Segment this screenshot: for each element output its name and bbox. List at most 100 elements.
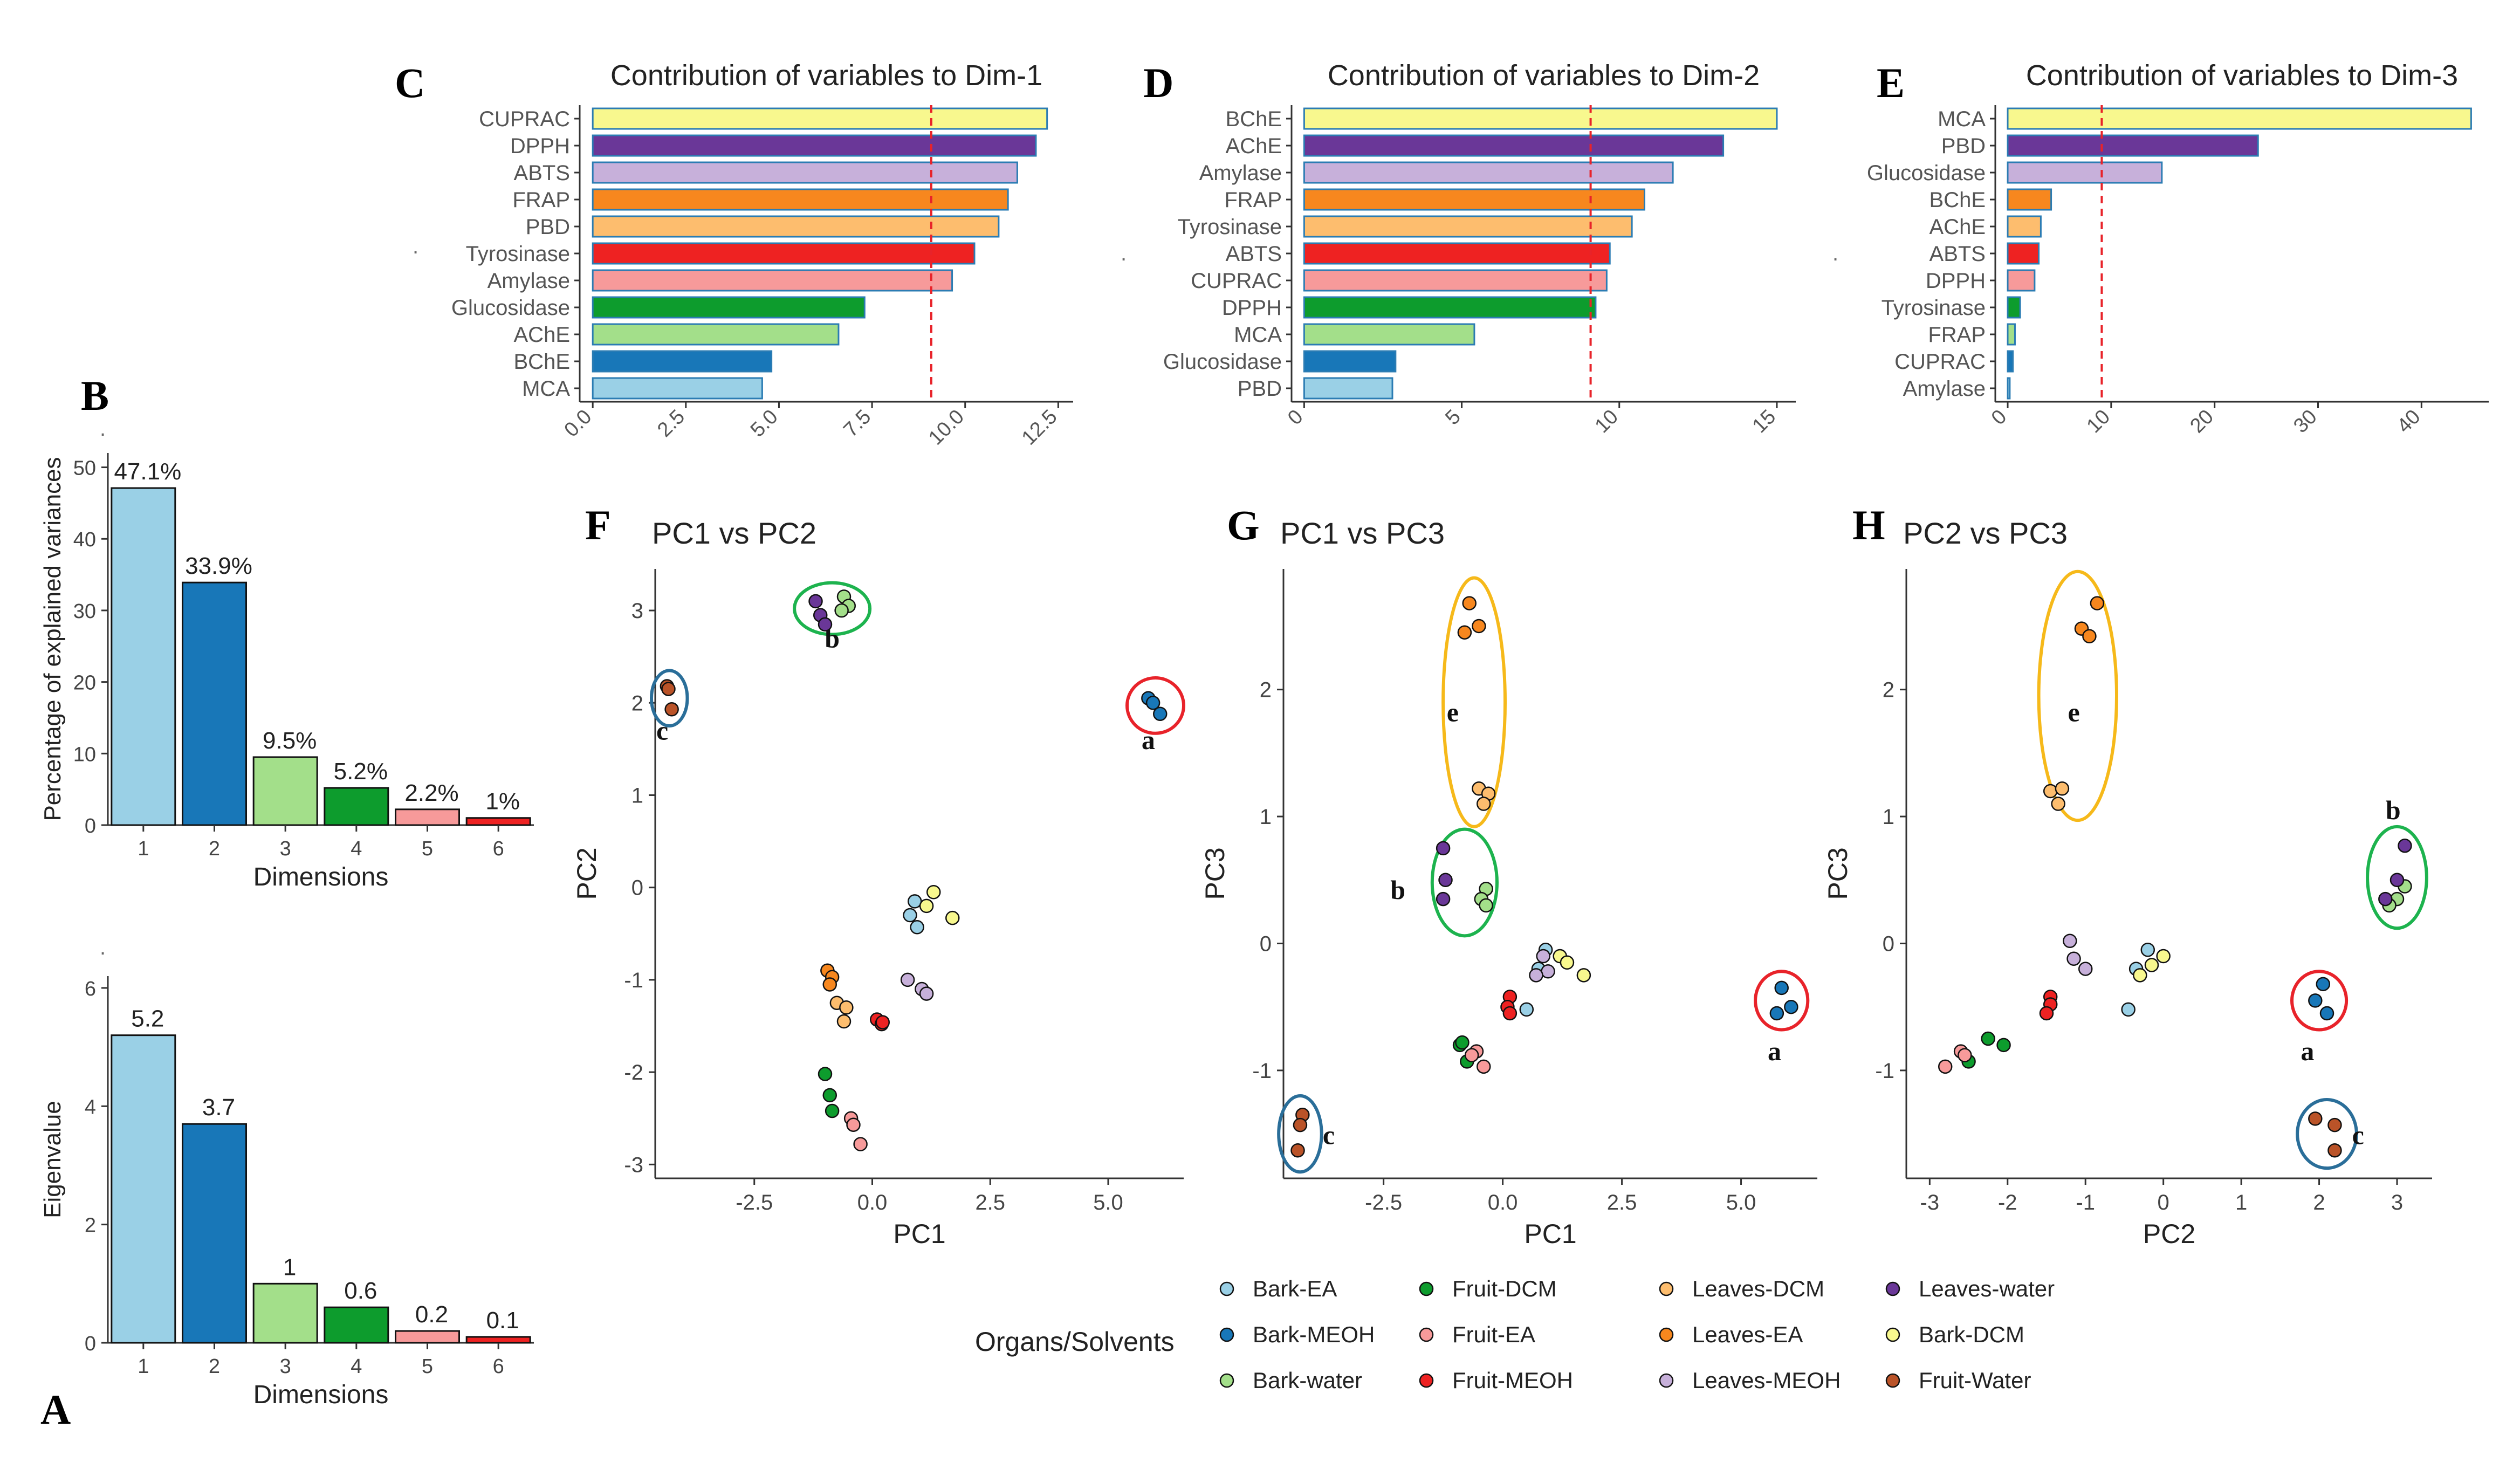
category-label: Tyrosinase xyxy=(466,242,570,266)
point-bark-meoh xyxy=(1774,980,1789,996)
panel-label-e: E xyxy=(1877,59,1905,106)
legend-swatch-bark-water xyxy=(1219,1373,1234,1388)
point-leaves-meoh xyxy=(1529,968,1543,983)
bar xyxy=(1303,107,1778,130)
bar xyxy=(111,1034,176,1344)
point-leaves-ea xyxy=(822,977,837,992)
bar xyxy=(1303,269,1608,292)
bar xyxy=(324,787,389,826)
category-label: MCA xyxy=(1234,323,1282,347)
point-leaves-meoh xyxy=(1541,964,1555,979)
x-tick-label: 4 xyxy=(351,838,362,860)
cluster-ellipse-b xyxy=(1430,827,1499,938)
point-fruit-ea xyxy=(1464,1048,1479,1062)
point-bark-ea xyxy=(2121,1002,2136,1017)
bar-value-label: 5.2 xyxy=(131,1006,164,1032)
chart-title: Contribution of variables to Dim-1 xyxy=(610,59,1042,92)
chart-title: PC2 vs PC3 xyxy=(1903,516,2068,550)
y-tick-label: 4 xyxy=(85,1096,96,1118)
cluster-ellipse-a xyxy=(1125,676,1185,735)
x-tick-label: 0.0 xyxy=(857,1191,888,1214)
y-tick-label: 40 xyxy=(73,528,96,551)
y-tick-label: 3 xyxy=(631,599,643,623)
x-tick-label: 5.0 xyxy=(1726,1191,1756,1214)
x-tick-label: 4 xyxy=(351,1355,362,1378)
point-leaves-ea xyxy=(1457,625,1472,640)
x-tick-label: 6 xyxy=(493,838,504,860)
y-tick-label: 6 xyxy=(85,978,96,1000)
legend-label: Leaves-EA xyxy=(1692,1322,1803,1347)
point-bark-water xyxy=(834,603,849,618)
cluster-ellipse-e xyxy=(1441,576,1507,828)
point-leaves-water xyxy=(2398,838,2412,853)
x-tick-label: 7.5 xyxy=(839,406,875,442)
cluster-label: c xyxy=(1323,1120,1335,1150)
x-tick-label: 0.0 xyxy=(1488,1191,1518,1214)
category-label: Tyrosinase xyxy=(1882,296,1986,320)
cluster-ellipse-c xyxy=(2296,1098,2358,1170)
bar xyxy=(2007,377,2011,400)
bar-value-label: 1% xyxy=(485,788,520,815)
x-axis-title: PC2 xyxy=(2143,1219,2195,1249)
category-label: BChE xyxy=(514,350,571,374)
category-label: Amylase xyxy=(1903,377,1986,401)
x-tick-label: 10.0 xyxy=(924,406,969,450)
bar xyxy=(182,581,247,826)
category-label: MCA xyxy=(1938,107,1986,131)
point-leaves-dcm xyxy=(1477,797,1491,811)
point-leaves-water xyxy=(808,594,823,609)
point-fruit-meoh xyxy=(1502,1006,1518,1021)
point-leaves-dcm xyxy=(2043,784,2058,799)
bar-value-label: 0.6 xyxy=(344,1278,377,1304)
bar-value-label: 5.2% xyxy=(334,758,388,785)
x-tick-label: 1 xyxy=(138,838,149,860)
category-label: DPPH xyxy=(1222,296,1282,320)
y-tick-label: 0 xyxy=(1883,932,1894,956)
bar-value-label: 1 xyxy=(283,1254,296,1280)
y-tick-label: 0 xyxy=(85,1333,96,1355)
x-tick-label: 2 xyxy=(209,1355,220,1378)
y-tick-label: 0 xyxy=(631,876,643,900)
bar xyxy=(465,817,531,826)
x-tick-label: 0 xyxy=(1987,406,2011,430)
y-tick-label: 20 xyxy=(73,672,96,695)
bar xyxy=(592,134,1037,157)
y-tick-label: 1 xyxy=(1260,805,1272,829)
bar-value-label: 0.2 xyxy=(415,1301,448,1328)
point-fruit-ea xyxy=(846,1117,861,1132)
legend-swatch-fruit-dcm xyxy=(1419,1281,1434,1296)
x-tick-label: 5 xyxy=(422,838,433,860)
x-tick-label: 30 xyxy=(2289,406,2322,438)
category-label: AChE xyxy=(1930,215,1986,239)
point-leaves-water xyxy=(1438,873,1453,888)
point-fruit-dcm xyxy=(818,1067,833,1081)
category-label: PBD xyxy=(1941,134,1986,158)
x-tick-label: 2.5 xyxy=(975,1191,1005,1214)
y-tick-label: 1 xyxy=(631,784,643,807)
cluster-label: a xyxy=(1768,1036,1781,1066)
bar xyxy=(1303,161,1674,184)
point-leaves-meoh xyxy=(1536,949,1550,964)
point-leaves-dcm xyxy=(2051,797,2065,811)
legend: Organs/Solvents Bark-EA Bark-MEOH Bark-wat… xyxy=(975,1276,2055,1393)
y-tick-label: -1 xyxy=(1875,1059,1894,1083)
point-leaves-water xyxy=(2378,891,2393,907)
bar xyxy=(592,350,773,373)
category-label: Tyrosinase xyxy=(1178,215,1282,239)
bar xyxy=(1303,323,1475,346)
category-label: PBD xyxy=(1238,377,1282,401)
category-label: ABTS xyxy=(1930,242,1986,266)
y-tick-label: 1 xyxy=(1883,805,1894,829)
point-fruit-water xyxy=(2308,1111,2323,1126)
legend-label: Leaves-MEOH xyxy=(1692,1368,1841,1393)
legend-label: Bark-MEOH xyxy=(1253,1322,1375,1347)
point-leaves-water xyxy=(2389,873,2405,888)
bar xyxy=(2007,161,2163,184)
x-axis-title: PC1 xyxy=(893,1219,945,1249)
category-label: Amylase xyxy=(487,269,570,293)
point-fruit-meoh xyxy=(2039,1006,2054,1021)
cluster-ellipse-a xyxy=(1754,970,1810,1032)
bar xyxy=(465,1336,531,1344)
